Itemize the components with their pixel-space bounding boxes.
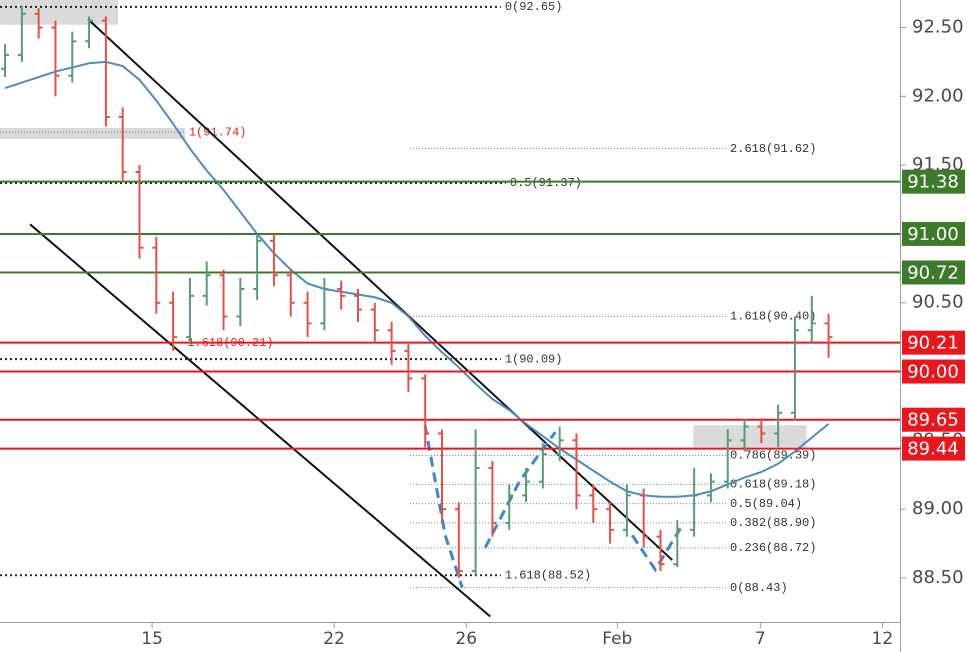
level-label: 91.38 [907, 172, 959, 193]
fib-label: 0.382(88.90) [730, 516, 816, 530]
ohlc-bar [807, 295, 816, 345]
fib-label: 1(90.09) [505, 352, 563, 366]
ohlc-bar [101, 16, 110, 127]
x-tick-label: 12 [872, 629, 894, 649]
fib-label: 0(92.65) [505, 0, 563, 14]
ohlc-bar [505, 484, 514, 530]
ohlc-bar [320, 277, 329, 331]
ohlc-bar [253, 233, 262, 300]
ohlc-bar [438, 429, 447, 523]
fib-label: 1.618(90.40) [730, 310, 816, 324]
fib-label: 0.786(89.39) [730, 449, 816, 463]
ohlc-bar [421, 374, 430, 448]
zone [0, 127, 186, 139]
ohlc-bar [51, 20, 60, 97]
ohlc-bar [118, 107, 127, 182]
ohlc-bar [269, 233, 278, 287]
level-label-bg [902, 260, 965, 285]
ohlc-bar [68, 31, 77, 83]
ohlc-bar [169, 291, 178, 351]
fib-label: 1(91.74) [189, 125, 247, 139]
level-label-bg [902, 359, 965, 384]
trend-line [87, 18, 673, 561]
level-label-bg [902, 330, 965, 355]
ohlc-bar [673, 520, 682, 567]
ohlc-bar [202, 261, 211, 306]
fib-label: 0.618(89.18) [730, 478, 816, 492]
ohlc-bar [135, 165, 144, 259]
ohlc-bar [706, 473, 715, 503]
fib-label: 1.618(88.52) [505, 568, 591, 582]
x-tick-label: 15 [141, 629, 163, 649]
plot-content: 0(92.65) 1(91.74) 2.618(91.62) 0.5(91.37) 1.… [0, 0, 900, 618]
ohlc-bar [387, 322, 396, 365]
x-tick-label: Feb [602, 629, 632, 649]
x-tick-label: 7 [755, 629, 766, 649]
fib-label: 2.618(91.62) [730, 142, 816, 156]
y-tick-label: 88.50 [912, 567, 964, 588]
ohlc-bar [690, 467, 699, 537]
fib-label: 0.5(89.04) [730, 497, 802, 511]
level-label: 90.00 [907, 362, 959, 383]
moving-average [4, 60, 830, 498]
ohlc-bar [589, 484, 598, 523]
ohlc-bar [488, 460, 497, 537]
ohlc-bar [790, 316, 799, 420]
ohlc-bar [286, 268, 295, 317]
zone [693, 425, 807, 448]
ohlc-bar [656, 529, 665, 572]
ohlc-bar [538, 443, 547, 489]
level-label-bg [902, 407, 965, 432]
ohlc-bar [522, 467, 531, 503]
ohlc-bar [236, 277, 245, 327]
y-tick-label: 90.50 [912, 292, 964, 313]
zone [0, 0, 118, 25]
ohlc-bar [622, 484, 631, 537]
ohlc-bar [723, 429, 732, 489]
level-label-bg [902, 221, 965, 246]
ohlc-bar [337, 280, 346, 310]
level-label: 90.72 [907, 262, 959, 283]
ohlc-bar [219, 269, 228, 331]
pattern-path [631, 527, 682, 573]
fib-label: 0(88.43) [730, 581, 788, 595]
fib-label: 0.236(88.72) [730, 541, 816, 555]
ohlc-bar [353, 288, 362, 323]
ohlc-bar [757, 418, 766, 444]
ohlc-bar [471, 429, 480, 576]
fib-label: 0.5(91.37) [510, 176, 582, 190]
level-label: 89.65 [907, 410, 959, 431]
ohlc-bar [34, 8, 43, 39]
ohlc-bar [185, 277, 194, 345]
x-tick-label: 22 [323, 629, 345, 649]
ohlc-bar [555, 426, 564, 461]
level-label-bg [902, 169, 965, 194]
ohlc-bar [303, 291, 312, 338]
y-tick-label: 92.50 [912, 17, 964, 38]
ohlc-bar [404, 344, 413, 393]
level-label: 89.44 [907, 439, 959, 460]
ohlc-bar [572, 433, 581, 510]
ohlc-bar [639, 488, 648, 548]
ohlc-bar [740, 419, 749, 452]
ohlc-bar [370, 302, 379, 342]
ohlc-bar [85, 16, 94, 49]
level-label: 90.21 [907, 333, 959, 354]
ohlc-bar [454, 502, 463, 578]
ohlc-bar [774, 404, 783, 448]
x-tick-label: 26 [455, 629, 477, 649]
ohlc-bar [1, 44, 10, 78]
pattern-path [423, 424, 464, 589]
level-label: 91.00 [907, 224, 959, 245]
ohlc-bar [824, 313, 833, 358]
y-tick-label: 92.00 [912, 85, 964, 106]
level-label-bg [902, 436, 965, 461]
ohlc-bar [17, 5, 26, 62]
y-tick-label: 89.00 [912, 498, 964, 519]
ohlc-bar [606, 502, 615, 544]
ohlc-bar [152, 236, 161, 314]
plot-area: 0(92.65) 1(91.74) 2.618(91.62) 0.5(91.37) 1.… [0, 0, 900, 618]
